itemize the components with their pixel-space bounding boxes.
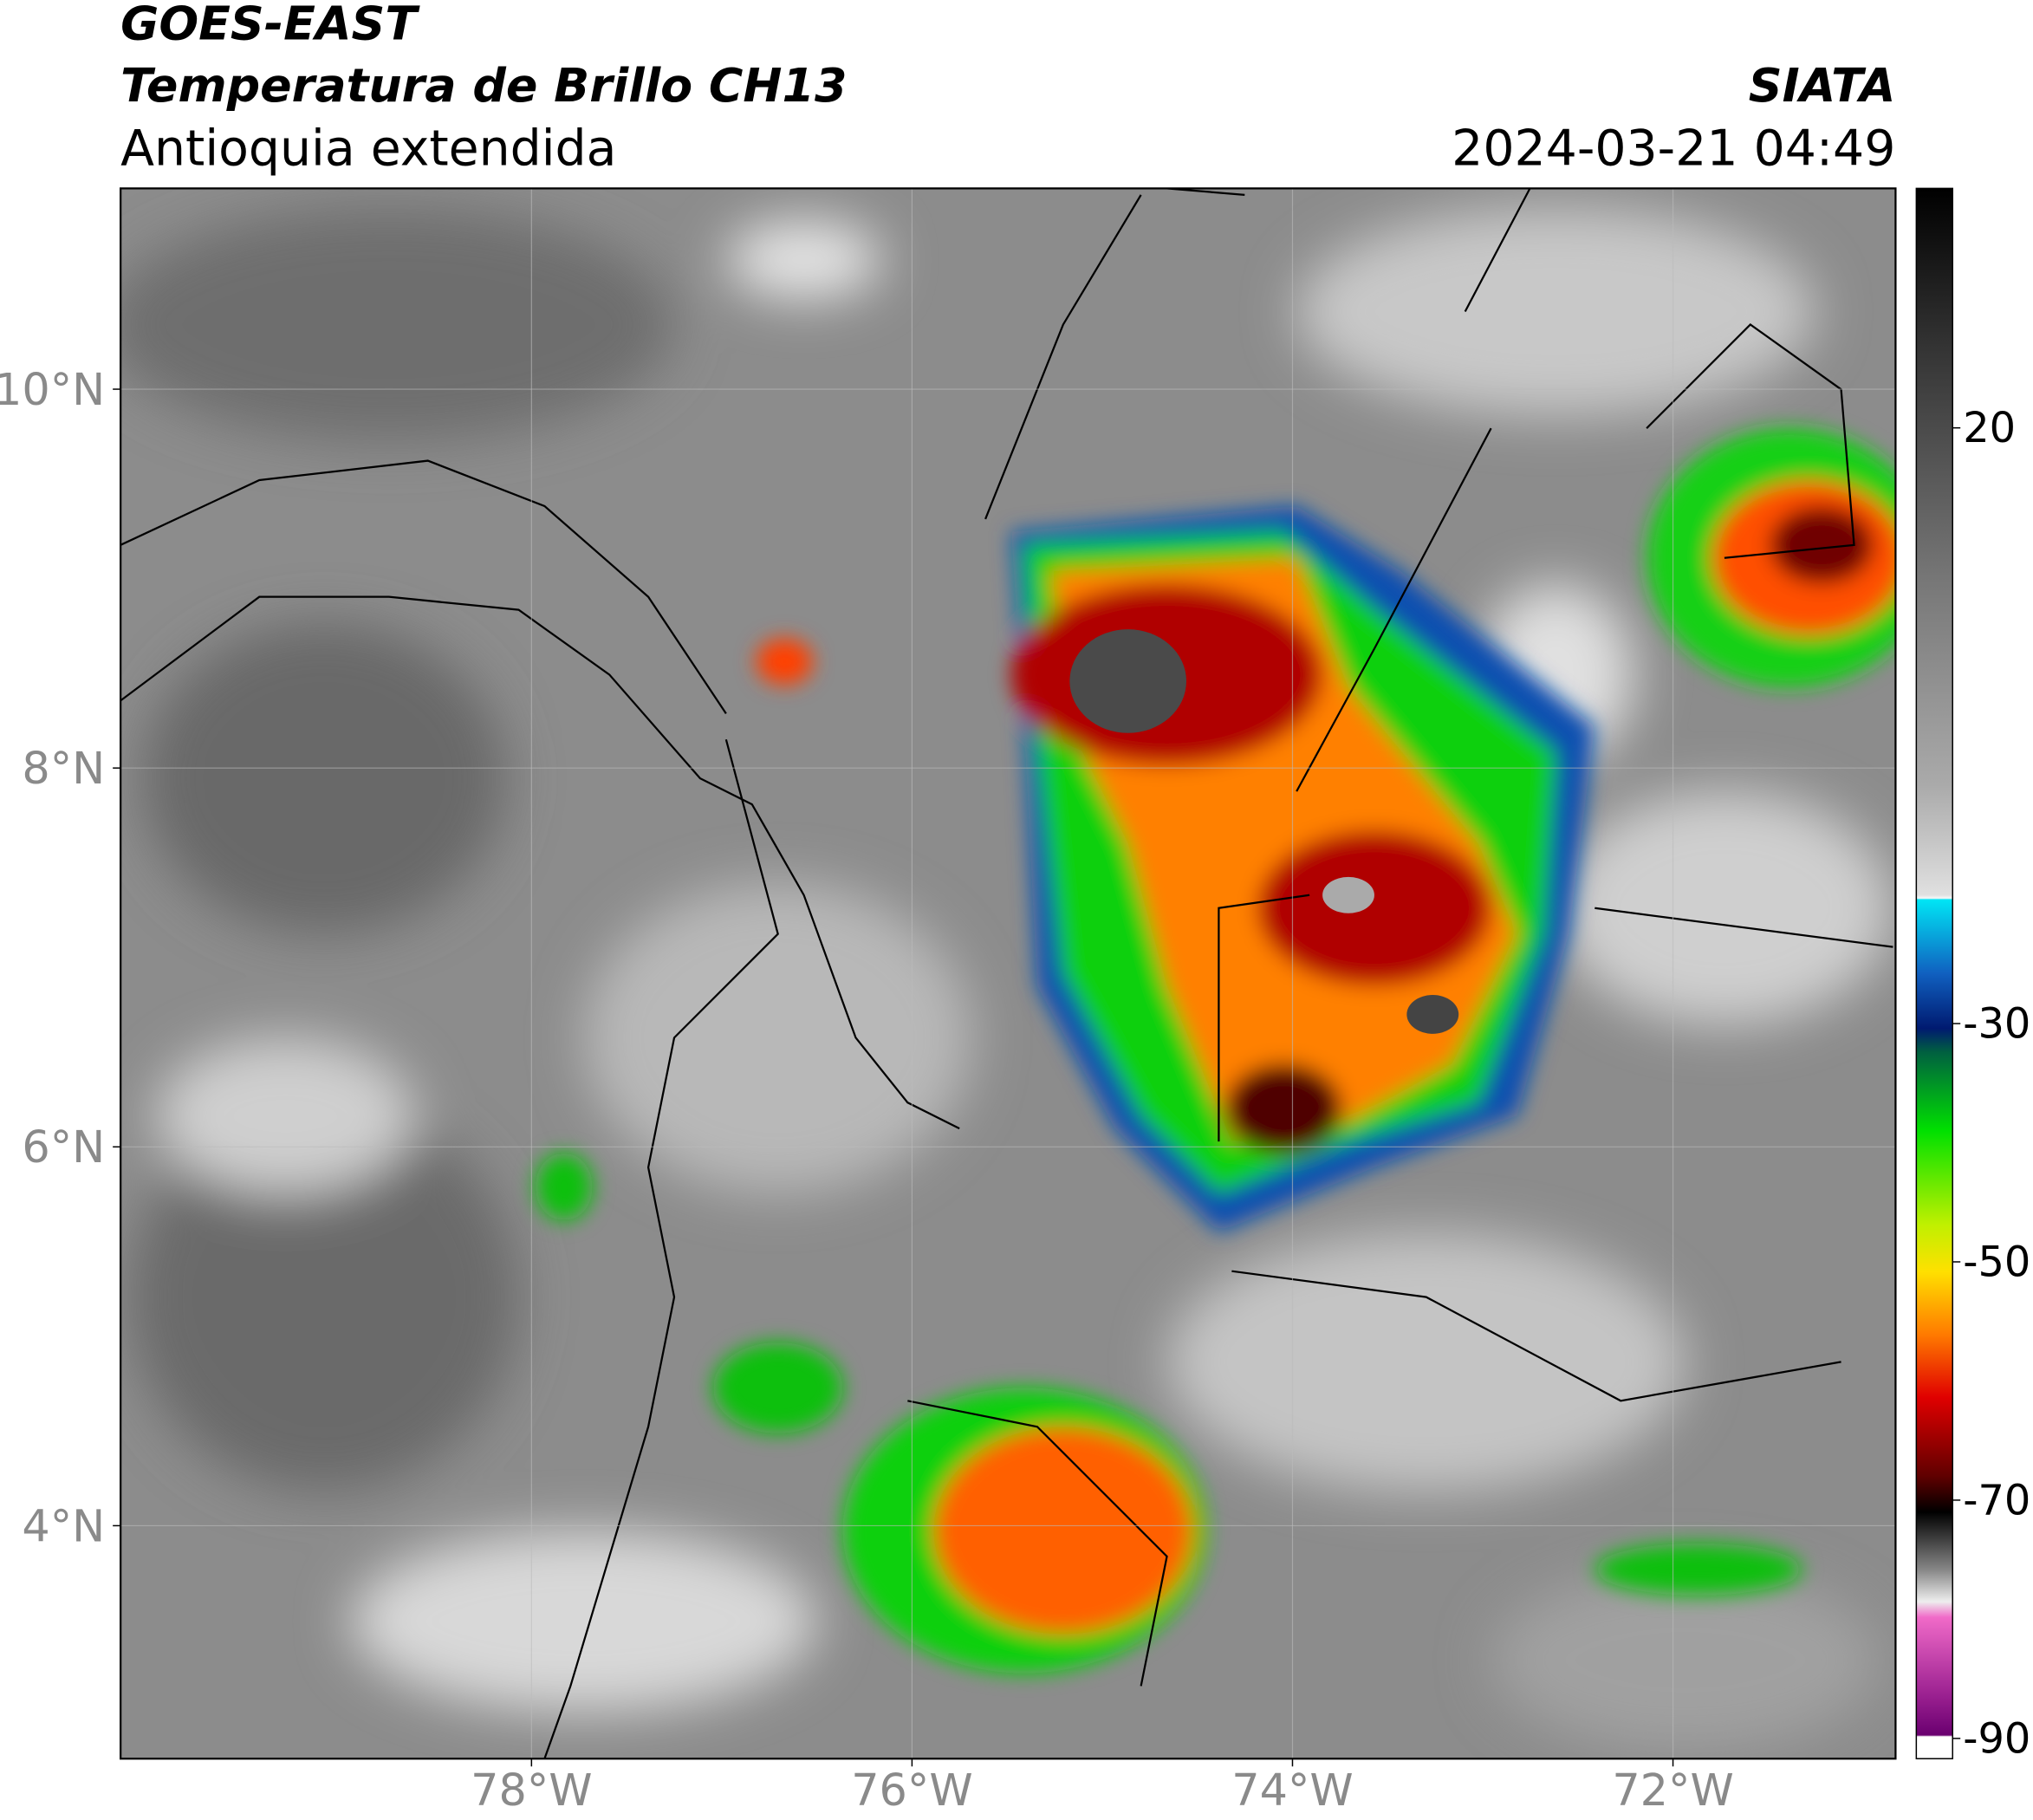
y-tick-label: 8°N — [22, 743, 105, 794]
x-tick-label: 78°W — [471, 1765, 592, 1816]
datetime: 2024-03-21 04:49 — [1452, 120, 1895, 177]
title-line2: Temperatura de Brillo CH13 — [120, 58, 847, 113]
source: SIATA — [1749, 58, 1896, 113]
subtitle: Antioquia extendida — [120, 120, 616, 177]
colorbar-tick-label: -50 — [1963, 1238, 2030, 1286]
colorbar-tick-label: -30 — [1963, 1001, 2030, 1049]
title-line1: GOES-EAST — [120, 0, 420, 50]
x-tick-label: 76°W — [851, 1765, 972, 1816]
colorbar — [1915, 187, 1953, 1759]
y-tick-label: 6°N — [22, 1121, 105, 1173]
colorbar-tick-label: -90 — [1963, 1715, 2030, 1763]
colorbar-tick-label: -70 — [1963, 1477, 2030, 1524]
y-tick-label: 10°N — [0, 364, 105, 415]
map-frame — [120, 187, 1897, 1760]
satellite-image — [120, 188, 1896, 1759]
y-tick-label: 4°N — [22, 1500, 105, 1551]
x-tick-label: 72°W — [1612, 1765, 1733, 1816]
x-tick-label: 74°W — [1231, 1765, 1353, 1816]
colorbar-tick-label: 20 — [1963, 405, 2016, 452]
grid — [120, 188, 1896, 1759]
